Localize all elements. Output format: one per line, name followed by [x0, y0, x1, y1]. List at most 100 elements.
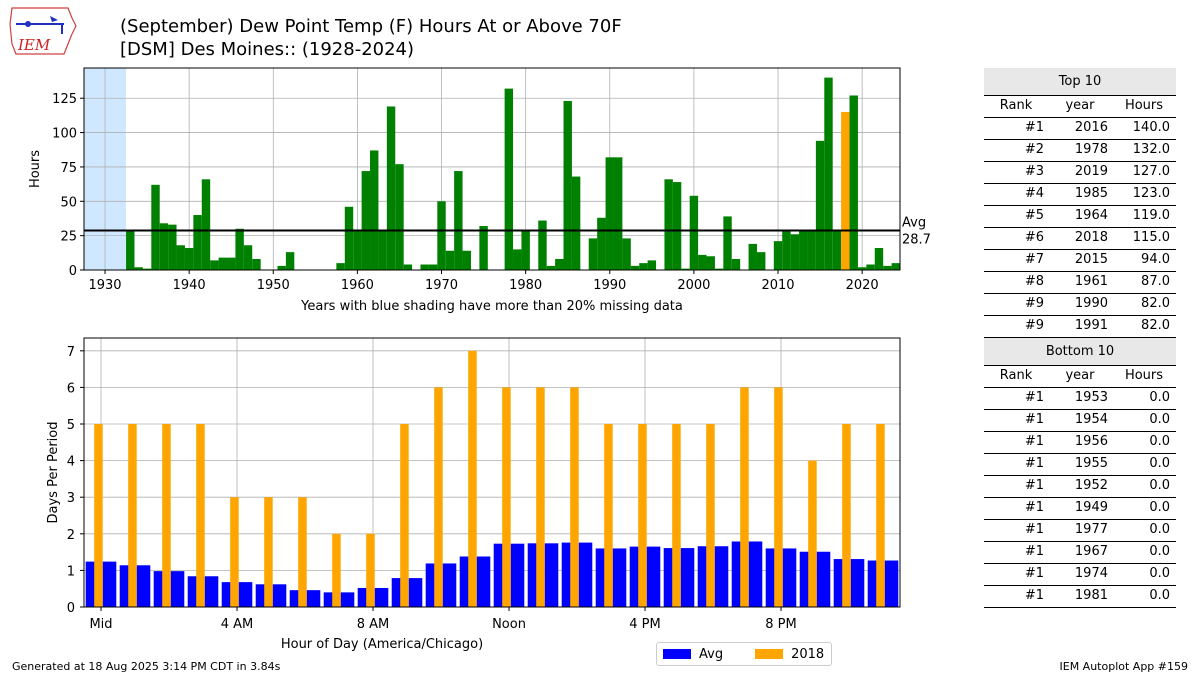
- bar-1964: [386, 106, 396, 270]
- table-row: #8 1961 87.0: [984, 272, 1176, 294]
- year2018-bar-9: [400, 424, 409, 607]
- rank-cell: #1: [1024, 544, 1044, 559]
- table-row: #1 1955 0.0: [984, 454, 1176, 476]
- legend-label-2018: 2018: [791, 646, 825, 662]
- x-tick-label: 1930: [88, 278, 121, 293]
- y-tick-label: 125: [52, 92, 77, 107]
- x-tick-label: 8 PM: [765, 617, 796, 632]
- rank-cell: #9: [1024, 296, 1044, 311]
- year2018-bar-1: [128, 424, 137, 607]
- year2018-bar-18: [706, 424, 715, 607]
- bar-1970: [437, 201, 446, 270]
- x-tick-label: Noon: [492, 617, 526, 632]
- bar-2002: [706, 256, 715, 270]
- y-tick-label: 3: [67, 491, 75, 506]
- year-cell: 1985: [1074, 186, 1108, 201]
- bar-2007: [748, 243, 757, 270]
- year-cell: 2016: [1074, 120, 1108, 135]
- table-row: #3 2019 127.0: [984, 162, 1176, 184]
- rank-cell: #9: [1024, 318, 1044, 333]
- bar-2003: [714, 268, 724, 270]
- year-cell: 2019: [1074, 164, 1108, 179]
- hours-cell: 123.0: [1132, 186, 1170, 201]
- bar-1947: [243, 245, 253, 270]
- y-tick-label: 1: [67, 564, 75, 579]
- avg-value-label: 28.7: [902, 233, 931, 248]
- y-tick-label: 2: [67, 528, 75, 543]
- year2018-bar-7: [332, 533, 341, 607]
- year-cell: 1990: [1074, 296, 1108, 311]
- rank-cell: #1: [1024, 390, 1044, 405]
- hours-cell: 87.0: [1141, 274, 1170, 289]
- year2018-bar-20: [774, 387, 783, 607]
- y-tick-label: 0: [69, 264, 77, 279]
- year-cell: 1954: [1074, 412, 1108, 427]
- bar-1995: [647, 260, 657, 270]
- hours-cell: 0.0: [1149, 412, 1170, 427]
- year-cell: 1955: [1074, 456, 1108, 471]
- table-row: #4 1985 123.0: [984, 184, 1176, 206]
- year-cell: 1981: [1074, 588, 1108, 603]
- avg-bar-b-17: [680, 548, 695, 607]
- avg-bar-b-20: [782, 548, 797, 607]
- year2018-bar-5: [264, 497, 273, 607]
- bar-1991: [613, 157, 623, 270]
- bar-1942: [201, 179, 211, 270]
- bar-1958: [336, 263, 345, 270]
- bar-1998: [672, 182, 682, 270]
- x-tick-label: 8 AM: [357, 617, 390, 632]
- bar-2022: [874, 248, 884, 270]
- bar-1992: [622, 238, 631, 270]
- table-row: #1 1953 0.0: [984, 388, 1176, 410]
- bar-1968: [420, 264, 429, 270]
- year-cell: 1956: [1074, 434, 1108, 449]
- bar-2005: [731, 259, 741, 270]
- col-year-header: year: [1065, 368, 1095, 383]
- x-tick-label: 4 AM: [221, 617, 254, 632]
- bar-2017: [832, 230, 842, 270]
- hours-cell: 0.0: [1149, 522, 1170, 537]
- bar-1961: [361, 171, 371, 270]
- hours-cell: 0.0: [1149, 566, 1170, 581]
- bar-1975: [479, 226, 488, 270]
- table-row: #1 1954 0.0: [984, 410, 1176, 432]
- bar-2010: [773, 241, 783, 270]
- y-tick-label: 4: [67, 455, 75, 470]
- x-tick-label: 2010: [761, 278, 794, 293]
- year2018-bar-17: [672, 424, 681, 607]
- year-cell: 1974: [1074, 566, 1108, 581]
- bar-1978: [504, 88, 514, 270]
- y-tick-label: 100: [52, 127, 77, 142]
- table-row: #2 1978 132.0: [984, 140, 1176, 162]
- legend-swatch-avg: [663, 649, 691, 659]
- hours-cell: 140.0: [1132, 120, 1170, 135]
- year2018-bar-21: [808, 460, 817, 607]
- year2018-bar-12: [502, 387, 511, 607]
- col-year-header: year: [1065, 98, 1095, 113]
- rank-cell: #1: [1024, 500, 1044, 515]
- annual-hours-chart: Avg 28.7 1930 1940 1950 1960 1970 1980 1990 2000 2…: [28, 67, 931, 314]
- avg-bar-b-22: [850, 559, 865, 607]
- hours-cell: 0.0: [1149, 588, 1170, 603]
- bar-1994: [639, 263, 648, 270]
- avg-bar-b-5: [272, 584, 287, 607]
- x-axis-label: Years with blue shading have more than 2…: [300, 299, 683, 314]
- year2018-bar-4: [230, 497, 239, 607]
- x-axis-label: Hour of Day (America/Chicago): [281, 637, 483, 652]
- table-row: #1 1981 0.0: [984, 586, 1176, 608]
- avg-bar-b-9: [408, 578, 423, 607]
- bar-1948: [252, 259, 261, 270]
- legend: Avg 2018: [656, 642, 832, 666]
- footer-app: IEM Autoplot App #159: [1059, 660, 1189, 673]
- hours-cell: 119.0: [1132, 208, 1170, 223]
- bar-1946: [235, 228, 244, 270]
- bar-1999: [681, 268, 690, 270]
- bar-1966: [403, 264, 413, 270]
- y-tick-label: 5: [67, 418, 75, 433]
- year-cell: 2018: [1074, 230, 1108, 245]
- bar-1990: [605, 157, 614, 270]
- y-tick-label: 50: [60, 195, 77, 210]
- year-cell: 2015: [1074, 252, 1108, 267]
- legend-label-avg: Avg: [699, 646, 724, 662]
- table-row: #6 2018 115.0: [984, 228, 1176, 250]
